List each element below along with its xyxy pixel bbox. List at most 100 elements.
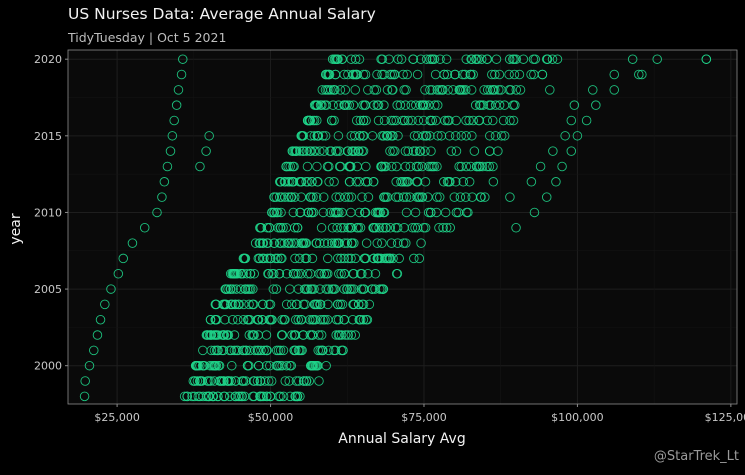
- data-point: [409, 131, 420, 141]
- data-point: [159, 177, 170, 187]
- data-point: [460, 69, 470, 80]
- data-point: [302, 161, 313, 172]
- data-point: [652, 54, 662, 64]
- data-point: [92, 330, 103, 340]
- data-point: [307, 360, 318, 371]
- chart-subtitle: TidyTuesday | Oct 5 2021: [68, 30, 227, 45]
- data-point: [237, 376, 247, 386]
- data-point: [354, 207, 365, 218]
- data-point: [451, 146, 462, 156]
- data-point: [355, 115, 366, 126]
- data-point: [220, 299, 231, 310]
- y-tick-label: 2000: [34, 360, 62, 373]
- data-point: [336, 268, 346, 279]
- data-point: [382, 192, 393, 202]
- data-point: [701, 54, 712, 64]
- data-point: [396, 177, 406, 187]
- data-point: [260, 376, 270, 386]
- data-point: [165, 146, 176, 156]
- data-point: [297, 345, 307, 356]
- data-point: [269, 207, 280, 218]
- data-point: [360, 207, 370, 218]
- data-point: [350, 330, 360, 340]
- data-point: [420, 177, 431, 187]
- data-point: [290, 253, 300, 264]
- data-point: [405, 161, 415, 172]
- data-point: [350, 85, 360, 95]
- data-point: [214, 376, 225, 386]
- data-point: [264, 299, 274, 310]
- data-point: [386, 115, 397, 126]
- data-point: [433, 131, 443, 141]
- data-point: [423, 192, 433, 202]
- data-point: [187, 391, 197, 402]
- data-point: [239, 391, 250, 402]
- data-point: [461, 85, 471, 95]
- data-point: [364, 299, 375, 310]
- data-point: [378, 223, 388, 233]
- data-point: [332, 54, 342, 64]
- data-point: [199, 360, 210, 371]
- data-point: [511, 223, 521, 233]
- data-point: [401, 85, 411, 95]
- data-point: [275, 223, 285, 233]
- data-point: [127, 238, 138, 248]
- data-point: [284, 376, 294, 386]
- data-point: [504, 54, 515, 64]
- data-point: [588, 85, 598, 95]
- data-point: [346, 330, 357, 340]
- data-point: [566, 146, 577, 156]
- data-point: [591, 100, 601, 110]
- data-point: [296, 238, 307, 248]
- data-point: [386, 131, 396, 141]
- data-point: [294, 376, 304, 386]
- data-point: [276, 207, 286, 218]
- data-point: [413, 161, 424, 172]
- data-point: [308, 207, 319, 218]
- data-point: [350, 253, 361, 264]
- data-point: [277, 360, 287, 371]
- data-point: [313, 131, 324, 141]
- data-point: [566, 115, 577, 126]
- data-point: [526, 177, 537, 187]
- data-point: [334, 268, 344, 279]
- data-point: [426, 207, 436, 218]
- data-point: [354, 54, 365, 64]
- data-point: [311, 238, 321, 248]
- data-point: [569, 100, 580, 110]
- data-point: [542, 54, 553, 64]
- data-point: [306, 192, 316, 202]
- data-point: [418, 131, 429, 141]
- data-point: [342, 284, 352, 294]
- data-point: [460, 192, 471, 202]
- data-point: [485, 131, 495, 141]
- y-axis-label: year: [8, 213, 24, 244]
- data-point: [205, 314, 216, 325]
- data-point: [318, 131, 328, 141]
- data-point: [361, 253, 371, 264]
- data-point: [450, 69, 460, 80]
- data-point: [425, 54, 435, 64]
- data-point: [541, 192, 552, 202]
- data-point: [358, 69, 369, 80]
- data-point: [420, 85, 430, 95]
- data-point: [421, 131, 432, 141]
- data-point: [315, 299, 326, 310]
- data-point: [369, 85, 380, 95]
- data-point: [230, 376, 241, 386]
- data-point: [224, 376, 234, 386]
- data-point: [79, 391, 90, 402]
- data-point: [245, 314, 255, 325]
- data-point: [343, 223, 353, 233]
- data-point: [464, 115, 474, 126]
- data-point: [227, 360, 237, 371]
- data-point: [382, 131, 393, 141]
- data-point: [249, 268, 259, 279]
- data-point: [229, 345, 240, 356]
- data-point: [346, 161, 356, 172]
- data-point: [449, 192, 460, 202]
- data-point: [429, 54, 440, 64]
- data-point: [388, 115, 399, 126]
- y-tick-label: 2015: [34, 130, 62, 143]
- data-point: [157, 192, 167, 202]
